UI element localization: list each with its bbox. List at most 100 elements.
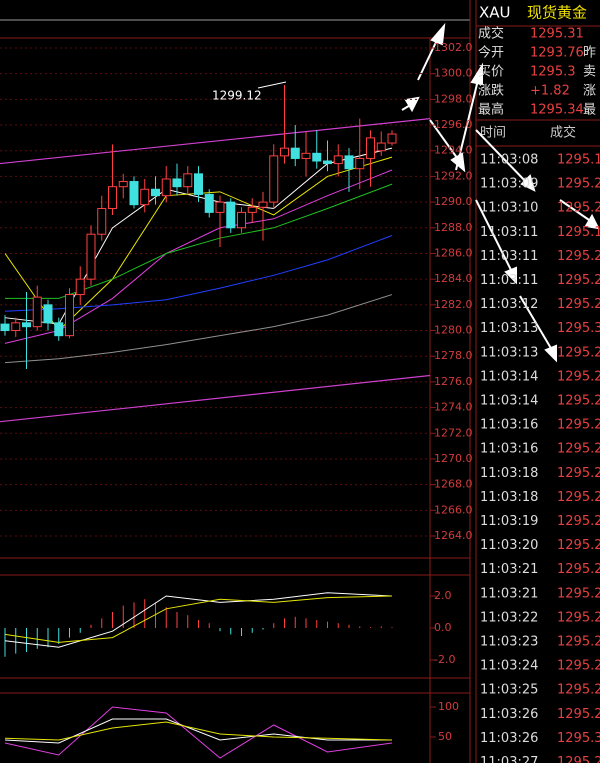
trade-price: 1295.2 [557, 610, 600, 625]
moving-average [4, 294, 393, 364]
y-tick-label: 1272.0 [434, 426, 473, 439]
y-tick-label: 1288.0 [434, 221, 473, 234]
trade-price: 1295.2 [557, 659, 600, 674]
quote-next: 昨 [583, 46, 596, 61]
y-tick-label: 100 [438, 700, 459, 713]
quote-next: 涨 [583, 84, 596, 99]
quote-label: 成交 [478, 26, 504, 42]
trade-price: 1295.2 [557, 466, 600, 481]
trade-time: 11:03:14 [480, 394, 538, 409]
candle-body [226, 201, 236, 229]
trade-time: 11:03:10 [480, 201, 538, 216]
candle-body [204, 193, 214, 213]
candle-body [280, 147, 289, 157]
trade-price: 1295.2 [557, 394, 600, 409]
trade-price: 1295.2 [557, 442, 600, 457]
trade-time: 11:03:13 [480, 345, 538, 360]
candle-body [75, 278, 85, 296]
trade-price: 1295.2 [557, 297, 600, 312]
candle-body [194, 173, 203, 195]
trade-time: 11:03:26 [480, 707, 538, 722]
candle-body [0, 323, 10, 332]
y-tick-label: 1270.0 [434, 452, 473, 465]
macd-line [4, 595, 393, 643]
trade-price: 1295.2 [557, 418, 600, 433]
candle-body [32, 296, 42, 328]
price-plot [0, 84, 430, 423]
quote-value: 1295.34 [530, 103, 584, 118]
channel-line [0, 118, 430, 165]
trade-price: 1295.2 [557, 514, 600, 529]
trade-time: 11:03:25 [480, 683, 538, 698]
channel-line [0, 374, 430, 423]
trade-time: 11:03:13 [480, 321, 538, 336]
candle-body [387, 133, 397, 144]
quote-next: 卖 [583, 65, 596, 80]
candle-body [290, 147, 300, 159]
macd-line [4, 592, 393, 648]
y-tick-label: 1300.0 [434, 67, 473, 80]
y-tick-label: 1266.0 [434, 503, 473, 516]
candle-body [344, 155, 354, 170]
candle-body [258, 201, 268, 208]
trade-price: 1295.2 [557, 586, 600, 601]
quote-label: 最高 [478, 102, 504, 118]
quote-next: 最 [583, 103, 596, 118]
quote-value: 1295.31 [530, 27, 584, 42]
trade-time: 11:03:11 [480, 225, 538, 240]
trade-time: 11:03:11 [480, 273, 538, 288]
trade-time: 11:03:24 [480, 659, 538, 674]
quote-value: 1295.3 [530, 65, 576, 80]
candle-body [118, 181, 128, 188]
trade-price: 1295.2 [557, 345, 600, 360]
candle-body [22, 322, 31, 328]
trade-time: 11:03:26 [480, 731, 538, 746]
y-tick-label: 1264.0 [434, 529, 473, 542]
candle-body [247, 206, 257, 213]
trade-time: 11:03:18 [480, 490, 538, 505]
y-tick-label: 1302.0 [434, 41, 473, 54]
trade-time: 11:03:21 [480, 562, 538, 577]
candle-body [301, 152, 311, 159]
y-tick-label: 1290.0 [434, 195, 473, 208]
candle-body [323, 160, 332, 165]
candle-body [215, 201, 225, 213]
trade-price: 1295.2 [557, 273, 600, 288]
trade-price: 1295.2 [557, 538, 600, 553]
annotation-arrows [257, 22, 600, 363]
candle-body [140, 188, 150, 206]
trade-time: 11:03:16 [480, 442, 538, 457]
y-tick-label: 0.0 [434, 621, 452, 634]
trade-price: 1295.2 [557, 562, 600, 577]
candle-body [108, 186, 117, 210]
trade-price: 1295.2 [557, 755, 600, 763]
trade-time: 11:03:27 [480, 755, 538, 763]
y-tick-label: 1280.0 [434, 324, 473, 337]
moving-average [4, 235, 393, 312]
candle-body [161, 178, 171, 197]
kdj-line [4, 718, 392, 744]
candle-body [86, 233, 96, 280]
candle-body [237, 211, 246, 229]
y-tick-label: 1276.0 [434, 375, 473, 388]
y-tick-label: -2.0 [434, 653, 455, 666]
trade-price: 1295.2 [557, 707, 600, 722]
candle-body [54, 322, 64, 337]
quote-value: 1293.76 [530, 46, 584, 61]
trade-price: 1295.2 [557, 369, 600, 384]
candle-body [183, 173, 193, 188]
y-tick-label: 1292.0 [434, 169, 473, 182]
trade-price: 1295.1 [557, 225, 600, 240]
trade-price: 1295.2 [557, 490, 600, 505]
y-tick-label: 1268.0 [434, 478, 473, 491]
high-label: 1299.12 [212, 89, 262, 103]
y-tick-label: 1274.0 [434, 401, 473, 414]
quote-label: 买价 [478, 65, 504, 80]
candle-body [355, 157, 365, 170]
candle-body [97, 208, 107, 235]
trade-time: 11:03:14 [480, 369, 538, 384]
trade-price: 1295.1 [557, 153, 600, 168]
trade-price: 1295.2 [557, 249, 600, 264]
trade-time: 11:03:22 [480, 610, 538, 625]
